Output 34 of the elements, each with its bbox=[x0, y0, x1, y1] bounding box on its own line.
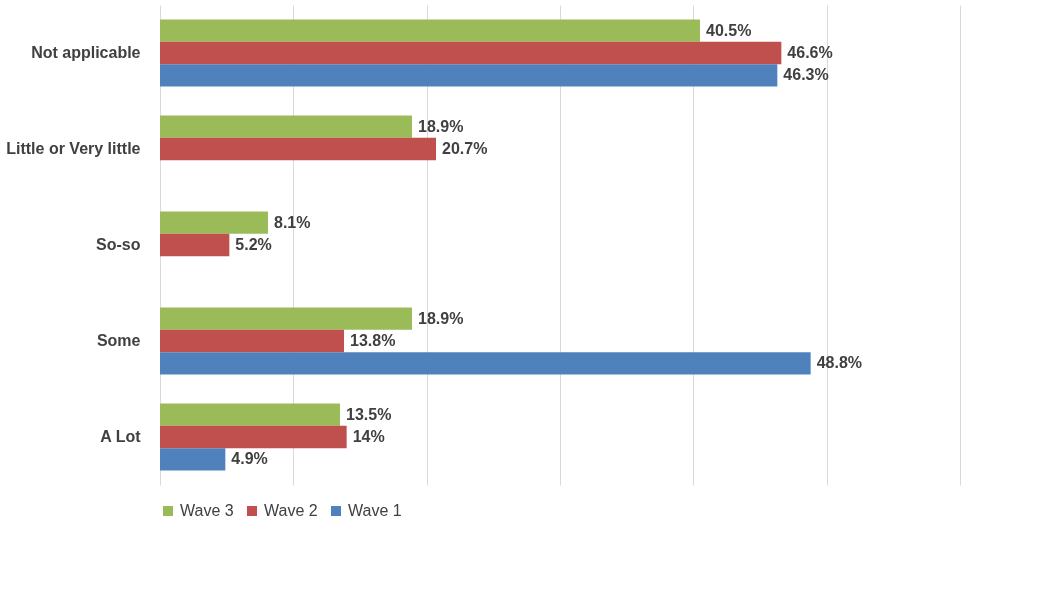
data-label: 46.6% bbox=[787, 44, 833, 61]
data-label: 46.3% bbox=[783, 66, 829, 84]
data-label: 8.1% bbox=[274, 213, 311, 231]
bar bbox=[160, 137, 436, 161]
bar bbox=[160, 448, 226, 471]
y-tick-label: Little or Very little bbox=[6, 140, 141, 157]
bar bbox=[160, 211, 268, 234]
bar bbox=[160, 41, 782, 65]
bar bbox=[160, 329, 344, 353]
y-tick-label: Some bbox=[96, 332, 141, 349]
legend-label: Wave 3 bbox=[180, 502, 234, 519]
bar bbox=[160, 115, 412, 138]
data-label: 20.7% bbox=[442, 140, 488, 157]
data-label: 18.9% bbox=[418, 117, 464, 135]
bar bbox=[160, 307, 412, 330]
data-label: 4.9% bbox=[231, 450, 268, 468]
legend-label: Wave 2 bbox=[264, 502, 318, 519]
data-label: 18.9% bbox=[418, 309, 464, 327]
bar bbox=[160, 19, 700, 42]
bar bbox=[160, 352, 811, 375]
bar bbox=[160, 233, 230, 257]
data-label: 13.5% bbox=[346, 405, 392, 423]
data-label: 48.8% bbox=[816, 354, 863, 372]
bar bbox=[160, 425, 347, 449]
data-label: 13.8% bbox=[350, 332, 396, 349]
y-tick-label: A Lot bbox=[100, 428, 142, 445]
data-label: 5.2% bbox=[235, 236, 272, 253]
data-label: 40.5% bbox=[706, 21, 752, 39]
y-tick-label: So-so bbox=[96, 236, 141, 253]
bar bbox=[160, 403, 340, 426]
data-label: 14% bbox=[352, 428, 385, 445]
y-tick-label: Not applicable bbox=[31, 44, 141, 61]
legend-label: Wave 1 bbox=[348, 502, 402, 519]
bar bbox=[160, 64, 778, 87]
